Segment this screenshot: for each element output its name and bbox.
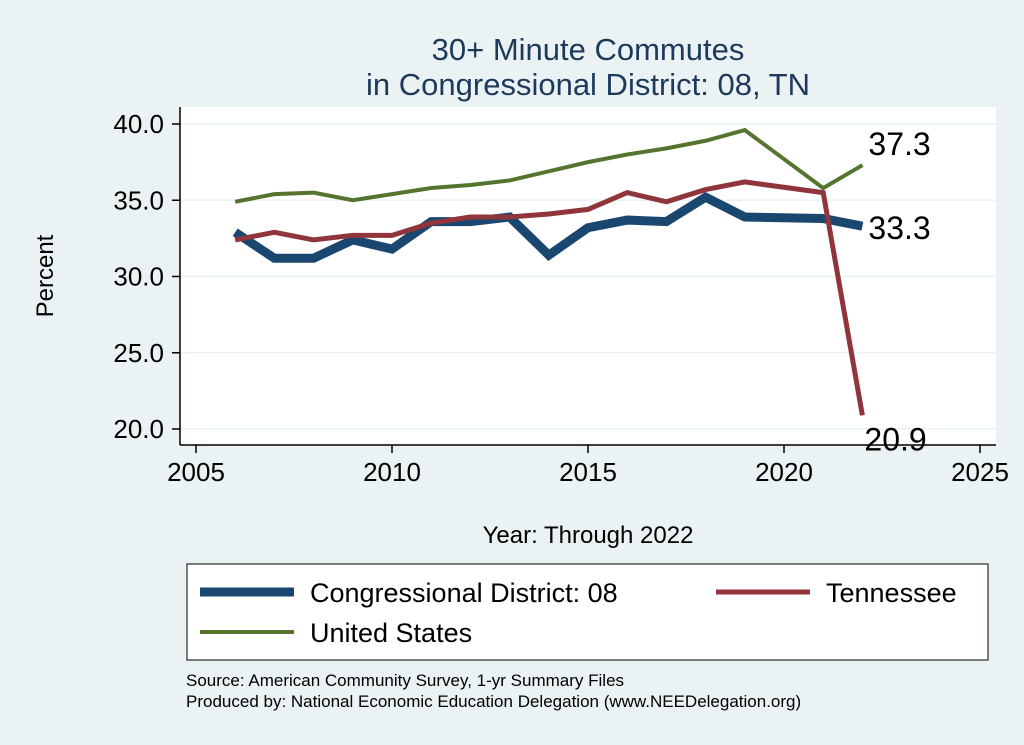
- legend-box: [186, 563, 989, 661]
- y-tick-label: 20.0: [113, 414, 164, 444]
- y-tick-label: 25.0: [113, 338, 164, 368]
- source-line-2: Produced by: National Economic Education…: [186, 692, 801, 711]
- legend-label-0: Congressional District: 08: [310, 578, 618, 608]
- gridlines: [180, 123, 996, 430]
- chart-title-line-1: 30+ Minute Commutes: [432, 32, 745, 67]
- y-axis-label: Percent: [32, 234, 59, 317]
- x-tick-label: 2025: [951, 457, 1009, 487]
- legend-label-2: United States: [310, 618, 472, 648]
- x-tick-label: 2020: [755, 457, 813, 487]
- y-axis-ticks: 20.0 25.0 30.0 35.0 40.0: [113, 109, 180, 444]
- y-tick-label: 30.0: [113, 262, 164, 292]
- legend: Congressional District: 08 Tennessee Unite…: [200, 578, 957, 648]
- series-lines: [232, 127, 865, 416]
- legend-label-1: Tennessee: [826, 578, 957, 608]
- x-axis-label: Year: Through 2022: [483, 522, 694, 549]
- x-tick-label: 2005: [167, 457, 225, 487]
- end-label-2: 37.3: [868, 126, 930, 162]
- y-tick-label: 35.0: [113, 185, 164, 215]
- end-label-1: 20.9: [864, 421, 926, 457]
- x-axis-ticks: 2005 2010 2015 2020 2025: [167, 445, 1009, 487]
- series-line-2: [234, 127, 864, 204]
- series-line-0: [232, 192, 864, 263]
- x-tick-label: 2015: [559, 457, 617, 487]
- source-line-1: Source: American Community Survey, 1-yr …: [186, 671, 624, 690]
- y-tick-label: 40.0: [113, 109, 164, 139]
- end-labels: 33.3 20.9 37.3: [864, 126, 930, 457]
- series-line-1: [234, 179, 865, 416]
- chart-title-line-2: in Congressional District: 08, TN: [366, 67, 810, 102]
- x-tick-label: 2010: [363, 457, 421, 487]
- end-label-0: 33.3: [868, 210, 930, 246]
